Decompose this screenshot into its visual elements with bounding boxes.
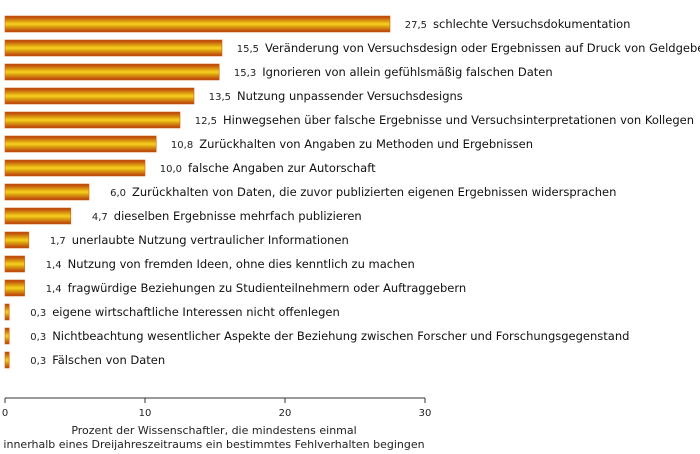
bar-category-label: unerlaubte Nutzung vertraulicher Informa…	[72, 233, 349, 247]
bar-value-label: 0,3	[30, 308, 46, 319]
bar-value-label: 0,3	[30, 356, 46, 367]
x-axis-title-line-1: Prozent der Wissenschaftler, die mindest…	[71, 424, 356, 437]
bar-value-label: 10,8	[171, 140, 193, 151]
x-tick-label: 20	[279, 408, 292, 419]
bar-category-label: eigene wirtschaftliche Interessen nicht …	[52, 305, 340, 319]
bar	[4, 207, 72, 225]
bar-category-label: fragwürdige Beziehungen zu Studienteilne…	[68, 281, 467, 295]
bar	[4, 279, 25, 297]
bar-row: 1,4 Nutzung von fremden Ideen, ohne dies …	[4, 255, 415, 273]
x-tick-label: 0	[2, 408, 8, 419]
bar-row: 0,3 Fälschen von Daten	[4, 351, 165, 369]
bar-category-label: Zurückhalten von Daten, die zuvor publiz…	[132, 185, 616, 199]
bar-value-label: 1,4	[46, 284, 62, 295]
bar	[4, 327, 10, 345]
bar	[4, 303, 10, 321]
bar-row: 10,8 Zurückhalten von Angaben zu Methoden…	[4, 135, 533, 153]
bar-row: 13,5 Nutzung unpassender Versuchsdesigns	[4, 87, 463, 105]
bar-value-label: 13,5	[209, 92, 231, 103]
bar-value-label: 27,5	[405, 20, 427, 31]
bar-row: 4,7 dieselben Ergebnisse mehrfach publizi…	[4, 207, 362, 225]
bar	[4, 87, 195, 105]
bar-category-label: Nutzung von fremden Ideen, ohne dies ken…	[68, 257, 415, 271]
bar-row: 1,7 unerlaubte Nutzung vertraulicher Info…	[4, 231, 349, 249]
bar-row: 0,3 eigene wirtschaftliche Interessen nic…	[4, 303, 340, 321]
bar-value-label: 15,3	[234, 68, 256, 79]
bar	[4, 231, 30, 249]
bar-category-label: Nichtbeachtung wesentlicher Aspekte der …	[52, 329, 629, 343]
x-axis: 0 10 20 30	[2, 397, 432, 419]
bar-row: 12,5 Hinwegsehen über falsche Ergebnisse …	[4, 111, 694, 129]
bar-value-label: 6,0	[110, 188, 126, 199]
bar-row: 0,3 Nichtbeachtung wesentlicher Aspekte d…	[4, 327, 629, 345]
bar-category-label: Hinwegsehen über falsche Ergebnisse und …	[223, 113, 694, 127]
bar	[4, 255, 25, 273]
bar-value-label: 15,5	[237, 44, 259, 55]
bar-value-label: 10,0	[160, 164, 182, 175]
bar-row: 6,0 Zurückhalten von Daten, die zuvor pub…	[4, 183, 616, 201]
bars-group: 27,5 schlechte Versuchsdokumentation 15,5 V…	[4, 15, 700, 369]
bar-row: 10,0 falsche Angaben zur Autorschaft	[4, 159, 376, 177]
bar-category-label: Zurückhalten von Angaben zu Methoden und…	[199, 137, 533, 151]
bar-row: 15,5 Veränderung von Versuchsdesign oder …	[4, 39, 700, 57]
x-tick-label: 10	[139, 408, 152, 419]
bar-value-label: 12,5	[195, 116, 217, 127]
bar	[4, 15, 391, 33]
bar	[4, 111, 181, 129]
bar-category-label: Ignorieren von allein gefühlsmäßig falsc…	[262, 65, 552, 79]
bar	[4, 135, 157, 153]
bar-category-label: falsche Angaben zur Autorschaft	[188, 161, 376, 175]
bar-value-label: 1,7	[50, 236, 66, 247]
bar-value-label: 0,3	[30, 332, 46, 343]
bar-row: 15,3 Ignorieren von allein gefühlsmäßig f…	[4, 63, 553, 81]
bar	[4, 39, 223, 57]
x-axis-title-line-2: innerhalb eines Dreijahreszeitraums ein …	[3, 438, 424, 451]
bar-category-label: Veränderung von Versuchsdesign oder Erge…	[265, 41, 700, 55]
bar-value-label: 1,4	[46, 260, 62, 271]
bar-value-label: 4,7	[92, 212, 108, 223]
bar-category-label: schlechte Versuchsdokumentation	[433, 17, 630, 31]
bar-category-label: Fälschen von Daten	[52, 353, 165, 367]
x-tick-label: 30	[419, 408, 432, 419]
bar-category-label: Nutzung unpassender Versuchsdesigns	[237, 89, 463, 103]
bar	[4, 183, 90, 201]
bar-row: 1,4 fragwürdige Beziehungen zu Studientei…	[4, 279, 467, 297]
bar-row: 27,5 schlechte Versuchsdokumentation	[4, 15, 630, 33]
bar-category-label: dieselben Ergebnisse mehrfach publiziere…	[114, 209, 362, 223]
bar	[4, 63, 220, 81]
x-axis-title: Prozent der Wissenschaftler, die mindest…	[3, 424, 424, 451]
bar	[4, 159, 146, 177]
bar	[4, 351, 10, 369]
